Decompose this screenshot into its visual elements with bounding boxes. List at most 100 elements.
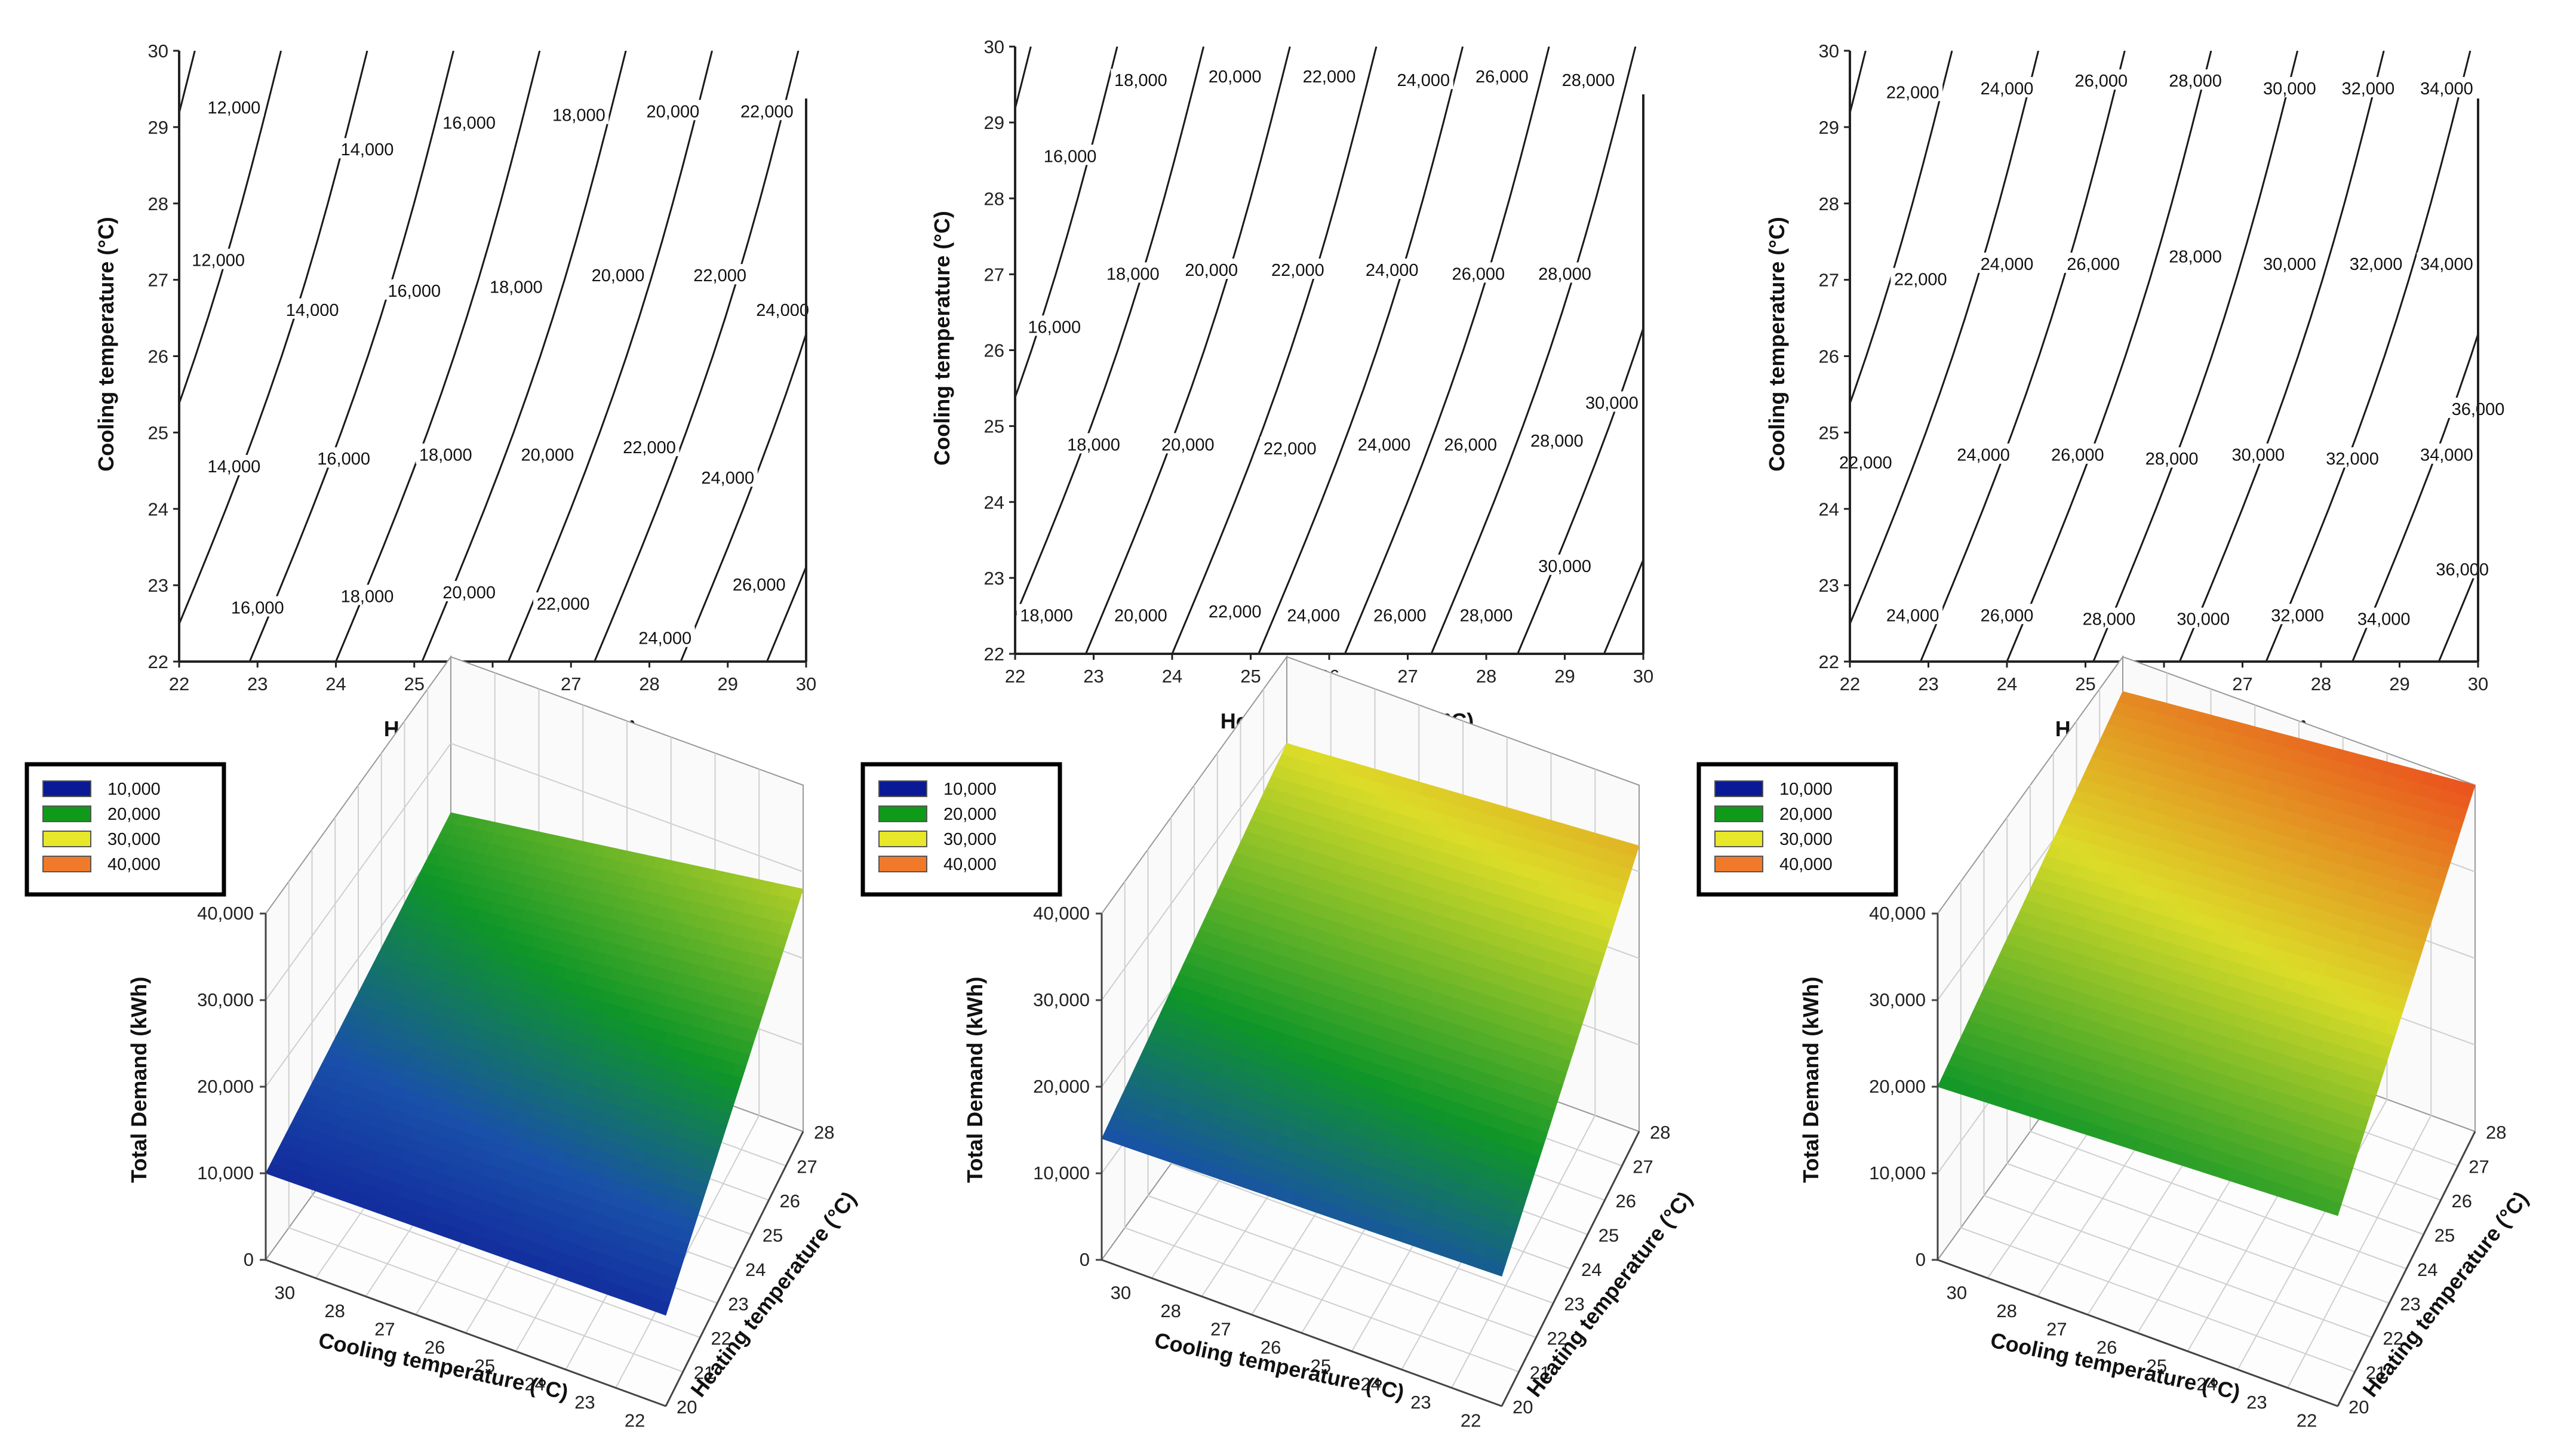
z-tick-label: 40,000 bbox=[197, 903, 254, 924]
legend: 10,000 20,000 30,000 40,000 bbox=[860, 762, 1062, 897]
contour-line bbox=[1850, 51, 2040, 626]
contour-label-bg bbox=[188, 248, 248, 269]
contour-label: 20,000 bbox=[1185, 261, 1238, 280]
contour-label: 36,000 bbox=[2436, 561, 2489, 580]
contour-label-bg bbox=[1977, 604, 2037, 625]
y-tick-label: 22 bbox=[2383, 1328, 2403, 1349]
x-tick-label: 30 bbox=[1633, 666, 1653, 687]
z-axis-title: Total Demand (kWh) bbox=[1799, 977, 1823, 1183]
contour-label-bg bbox=[1883, 81, 1943, 102]
contour-label: 22,000 bbox=[1303, 67, 1356, 87]
contour-label-bg bbox=[384, 279, 444, 300]
x-tick-label: 26 bbox=[1261, 1337, 1281, 1358]
contour-label: 28,000 bbox=[2145, 450, 2199, 469]
x-tick-label: 28 bbox=[1996, 1300, 2016, 1321]
x-tick-label: 23 bbox=[2246, 1392, 2267, 1413]
contour-label: 32,000 bbox=[2350, 255, 2403, 274]
x-tick-label: 24 bbox=[1162, 666, 1182, 687]
contour-label-bg bbox=[2173, 607, 2233, 628]
legend-label: 10,000 bbox=[1779, 780, 1833, 799]
y-tick-label: 22 bbox=[711, 1328, 731, 1349]
contour-label: 22,000 bbox=[1839, 454, 1892, 473]
y-tick-label: 28 bbox=[1650, 1122, 1670, 1143]
contour-label: 18,000 bbox=[552, 106, 605, 125]
y-ticks: 22 23 24 25 26 27 28 29 30 bbox=[984, 36, 1015, 665]
x-tick-label: 29 bbox=[1554, 666, 1575, 687]
y-axis-line bbox=[665, 1131, 804, 1407]
y-tick-label: 24 bbox=[1581, 1259, 1601, 1280]
contour-label-bg bbox=[1527, 429, 1587, 450]
contour-line bbox=[248, 51, 454, 662]
contour-label-bg bbox=[1040, 144, 1101, 165]
contour-label-bg bbox=[1558, 69, 1618, 90]
x-tick-label: 27 bbox=[374, 1319, 395, 1340]
contour-line bbox=[1850, 51, 1953, 407]
y-tick-label: 24 bbox=[1819, 499, 1839, 519]
contour-label-bg bbox=[1456, 604, 1516, 625]
contour-label-bg bbox=[643, 100, 703, 121]
contour-label-bg bbox=[2338, 76, 2398, 97]
contour-label-bg bbox=[2071, 69, 2131, 90]
y-tick-label: 27 bbox=[1633, 1157, 1653, 1177]
y-tick-label: 25 bbox=[1819, 422, 1839, 443]
contour-label-bg bbox=[1472, 64, 1532, 85]
surface-mesh bbox=[1101, 743, 1640, 1277]
y-tick-label: 30 bbox=[1819, 41, 1839, 62]
contour-label-bg bbox=[1063, 433, 1124, 454]
contour-label: 18,000 bbox=[490, 278, 543, 297]
surface-plot-3: 010,00020,00030,00040,000302827262524232… bbox=[1696, 654, 2533, 1431]
contour-label: 28,000 bbox=[2169, 247, 2222, 266]
legend-label: 20,000 bbox=[107, 805, 161, 824]
contour-label-bg bbox=[1890, 267, 1951, 288]
x-tick-label: 23 bbox=[1918, 674, 1938, 694]
legend-label: 30,000 bbox=[943, 830, 997, 849]
y-tick-label: 23 bbox=[728, 1294, 748, 1315]
z-ticks: 0 10,000 20,000 30,000 40,000 bbox=[1033, 903, 1102, 1270]
y-tick-label: 23 bbox=[1819, 575, 1839, 596]
legend-swatch bbox=[42, 780, 91, 797]
z-tick-label: 20,000 bbox=[1033, 1076, 1090, 1097]
legend: 10,000 20,000 30,000 40,000 bbox=[1696, 762, 1898, 897]
contour-label-bg bbox=[1582, 391, 1642, 412]
y-tick-label: 29 bbox=[1819, 117, 1839, 138]
y-tick-label: 30 bbox=[148, 41, 168, 62]
contour-label-bg bbox=[1016, 604, 1077, 625]
plots: 12,000 14,000 16,000 18,000 20,000 22,000 12,0… bbox=[24, 36, 2533, 1431]
contour-label: 30,000 bbox=[1585, 393, 1639, 413]
z-tick-label: 0 bbox=[1916, 1249, 1926, 1270]
x-tick-label: 23 bbox=[574, 1392, 595, 1413]
contour-label: 30,000 bbox=[2263, 255, 2316, 274]
y-tick-label: 24 bbox=[2417, 1259, 2437, 1280]
y-tick-label: 23 bbox=[148, 575, 168, 596]
contour-label-bg bbox=[533, 592, 594, 613]
y-tick-label: 26 bbox=[984, 340, 1004, 361]
contour-label-bg bbox=[2354, 607, 2414, 628]
contour-line bbox=[594, 51, 800, 662]
contour-label: 18,000 bbox=[341, 587, 394, 606]
contour-label: 14,000 bbox=[208, 457, 261, 476]
contour-label-bg bbox=[1370, 604, 1430, 625]
surface-mesh bbox=[1937, 691, 2476, 1216]
contour-label: 18,000 bbox=[1106, 265, 1160, 284]
x-tick-label: 30 bbox=[2468, 674, 2488, 694]
contour-label-bg bbox=[1283, 604, 1344, 625]
contour-label-bg bbox=[2260, 253, 2320, 273]
y-tick-label: 21 bbox=[2366, 1363, 2386, 1383]
contour-label-bg bbox=[228, 596, 288, 617]
z-tick-label: 20,000 bbox=[1869, 1076, 1926, 1097]
x-tick-label: 22 bbox=[1005, 666, 1025, 687]
contour-label-bg bbox=[697, 466, 758, 487]
legend-label: 10,000 bbox=[943, 780, 997, 799]
contour-label-bg bbox=[549, 103, 609, 124]
y-tick-label: 28 bbox=[1819, 193, 1839, 214]
contour-label-bg bbox=[2322, 447, 2383, 468]
x-axis-line bbox=[1101, 1259, 1502, 1407]
z-tick-label: 10,000 bbox=[1869, 1163, 1926, 1183]
contour-plot-2: 18,000 20,000 22,000 24,000 26,000 28,000 16,0… bbox=[930, 36, 1653, 733]
contour-line bbox=[1517, 325, 1643, 654]
contour-label: 24,000 bbox=[1957, 446, 2010, 465]
x-ticks: 30 28 27 26 25 24 23 22 bbox=[1111, 1282, 1481, 1431]
contour-label: 22,000 bbox=[693, 266, 746, 285]
contour-line bbox=[2178, 51, 2385, 662]
contour-label: 16,000 bbox=[1028, 318, 1081, 337]
